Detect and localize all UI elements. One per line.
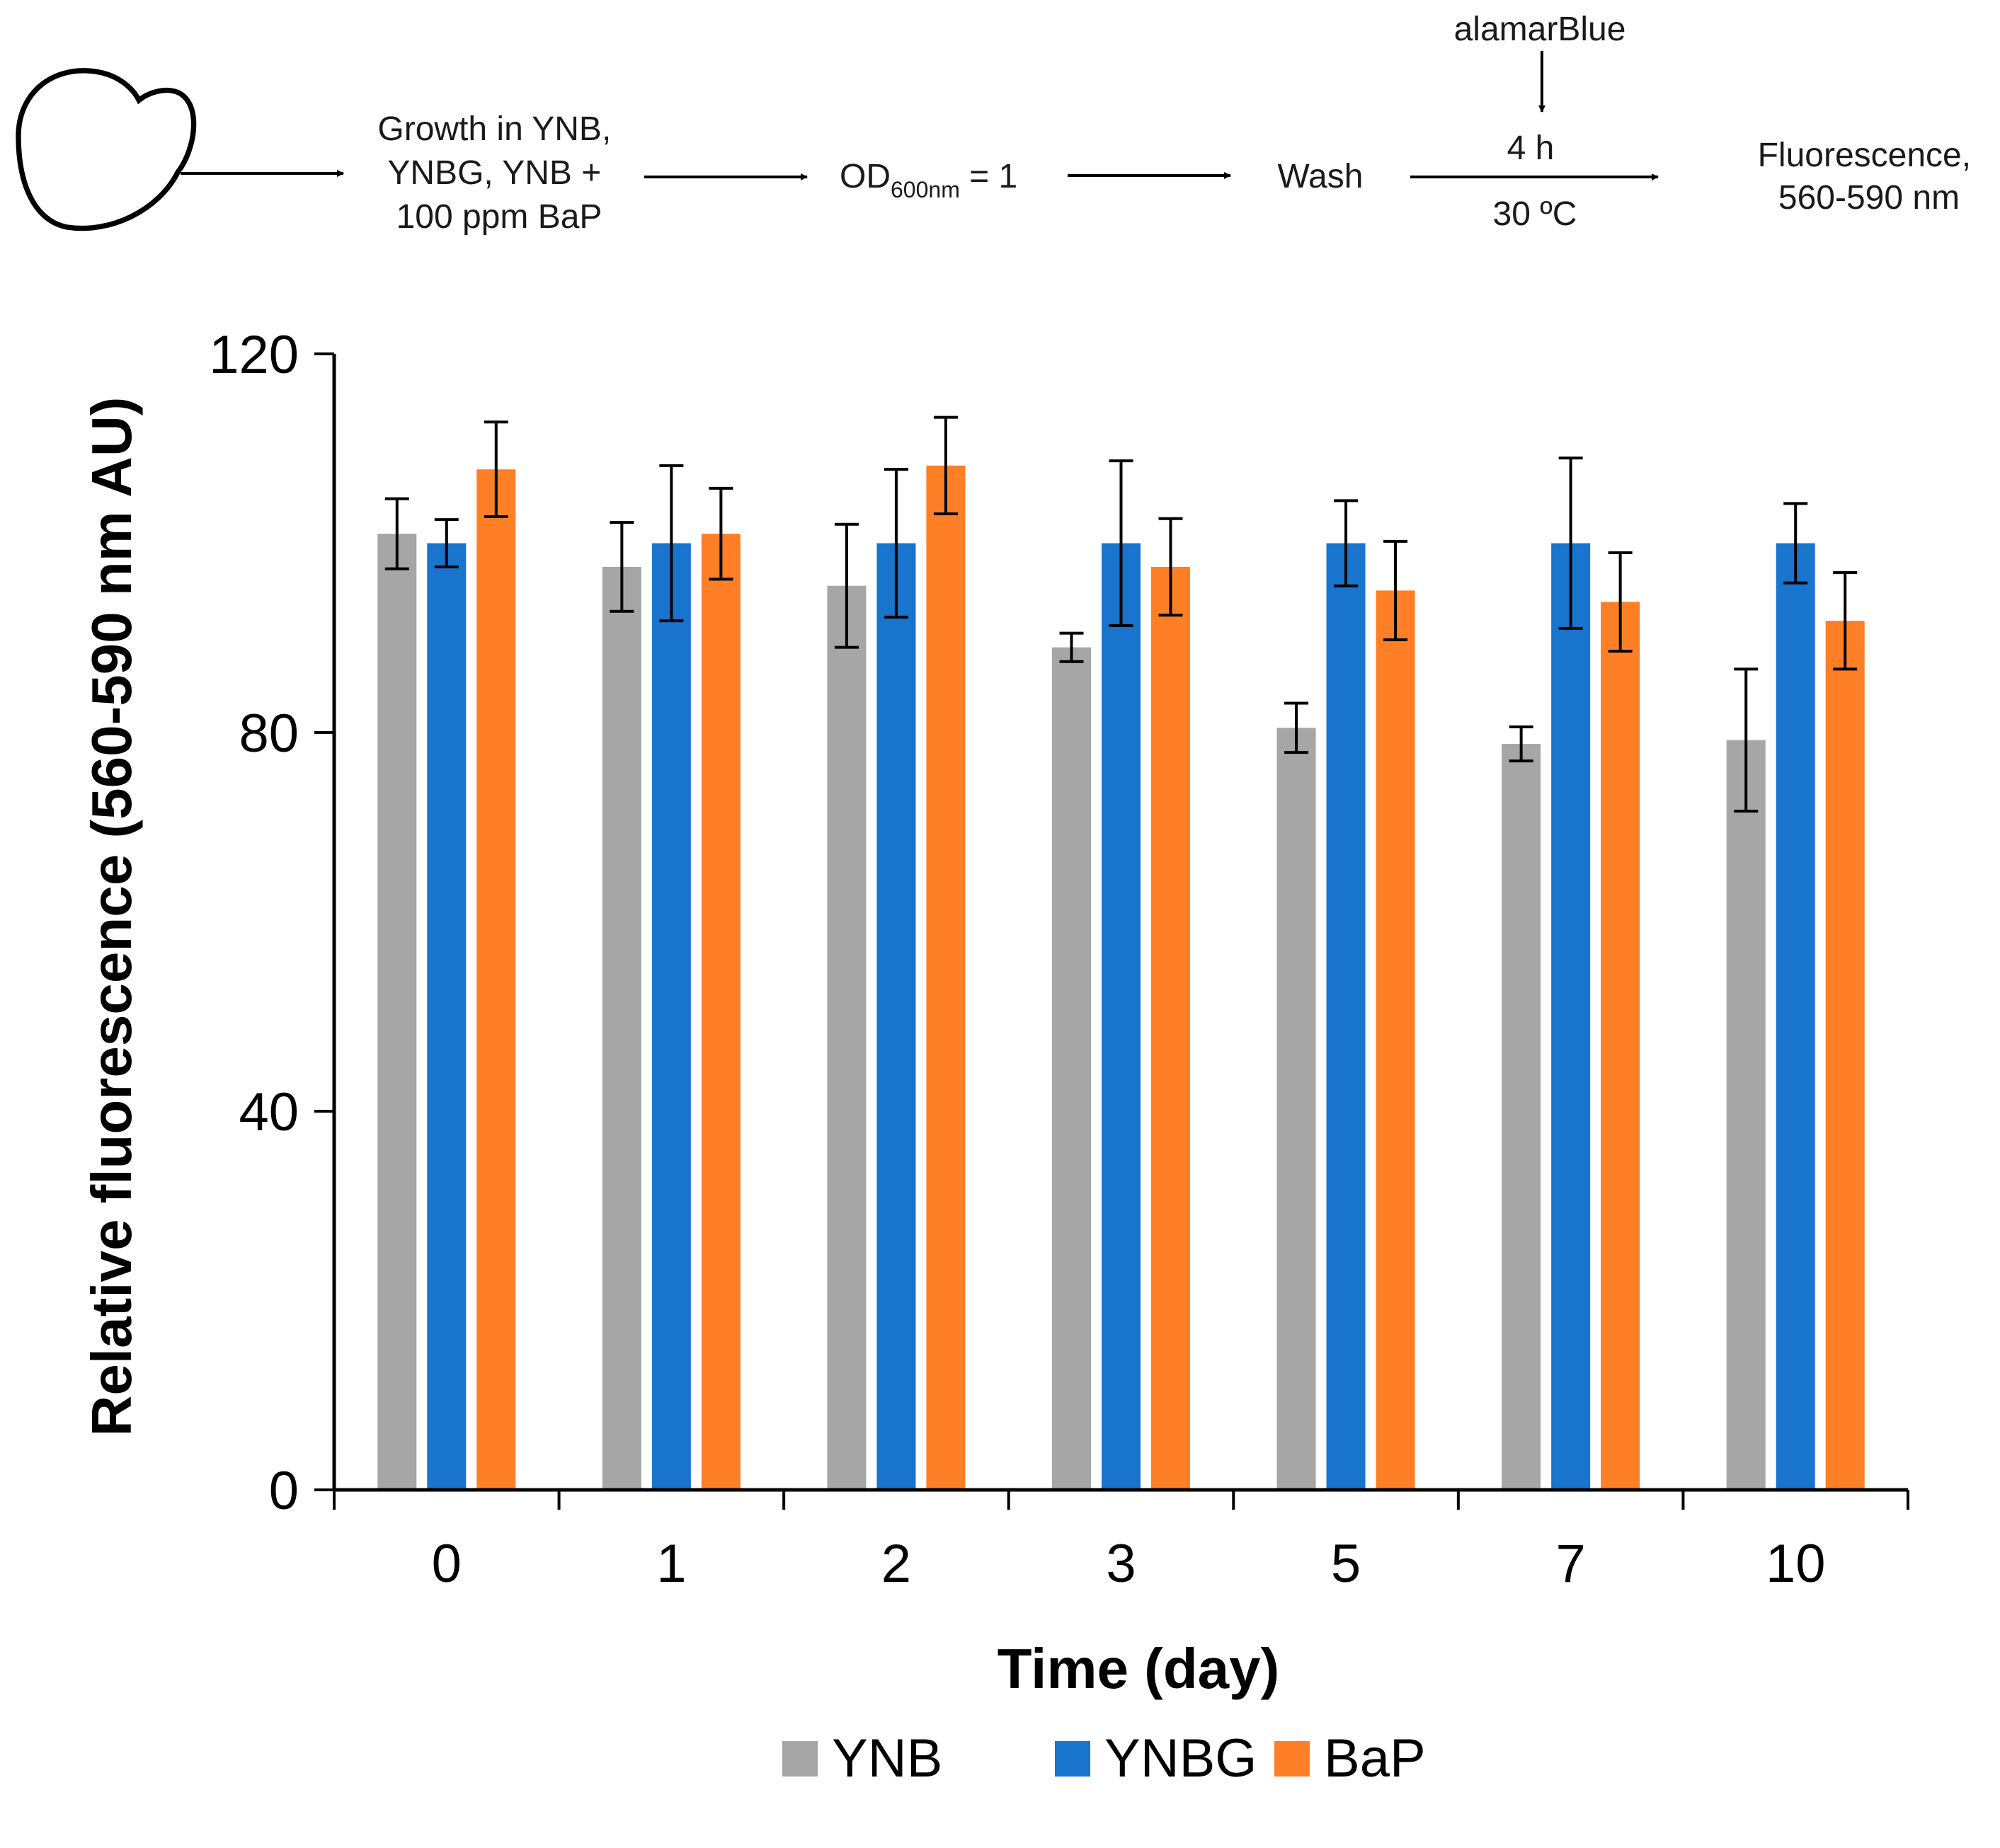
step-od-label: OD600nm = 1 bbox=[840, 158, 1017, 202]
bars-group bbox=[377, 465, 1865, 1491]
error-bar-bap-day-1 bbox=[709, 486, 733, 581]
legend-item-bap: BaP bbox=[1274, 1728, 1426, 1789]
bar-bap-day-10 bbox=[1825, 621, 1865, 1490]
error-bar-ynbg-day-2 bbox=[884, 468, 908, 619]
error-bar-ynb-day-7 bbox=[1509, 725, 1533, 763]
bar-ynb-day-7 bbox=[1502, 744, 1541, 1490]
error-bar-ynbg-day-1 bbox=[659, 464, 684, 623]
bar-ynb-day-3 bbox=[1052, 647, 1091, 1490]
bar-ynbg-day-2 bbox=[876, 543, 916, 1490]
y-axis-title: Relative fluorescence (560-590 nm AU) bbox=[80, 397, 143, 1437]
y-tick-label: 120 bbox=[209, 325, 299, 385]
incubation-temp-label: 30 ºC bbox=[1493, 195, 1577, 233]
x-ticks-group: 0 1 2 3 5 7 10 bbox=[333, 1490, 1909, 1594]
y-tick-label: 80 bbox=[239, 704, 299, 764]
error-bar-bap-day-5 bbox=[1383, 539, 1408, 641]
workflow-diagram: Growth in YNB, YNBG, YNB + 100 ppm BaP O… bbox=[16, 11, 1981, 236]
legend: YNB YNBG BaP bbox=[782, 1728, 1426, 1789]
x-tick-label: 3 bbox=[1106, 1534, 1136, 1594]
bar-ynb-day-1 bbox=[602, 566, 641, 1490]
bar-bap-day-0 bbox=[476, 469, 516, 1490]
bar-ynb-day-5 bbox=[1276, 728, 1316, 1490]
legend-item-ynbg: YNBG bbox=[1055, 1728, 1257, 1789]
bar-ynbg-day-10 bbox=[1776, 543, 1815, 1490]
legend-item-ynb: YNB bbox=[782, 1728, 942, 1789]
error-bar-bap-day-10 bbox=[1833, 570, 1858, 671]
error-bar-bap-day-2 bbox=[933, 415, 958, 516]
bar-ynbg-day-7 bbox=[1551, 543, 1591, 1490]
reagent-label: alamarBlue bbox=[1454, 11, 1626, 48]
error-bar-ynbg-day-10 bbox=[1783, 502, 1808, 585]
bar-chart: 0 40 80 120 0 1 2 3 5 7 10 Relative fluorescence … bbox=[80, 325, 1909, 1789]
x-axis-title: Time (day) bbox=[998, 1637, 1280, 1700]
y-tick-label: 40 bbox=[239, 1082, 299, 1142]
bar-bap-day-2 bbox=[926, 465, 966, 1491]
bar-ynbg-day-1 bbox=[651, 543, 691, 1490]
incubation-time-label: 4 h bbox=[1507, 130, 1555, 167]
error-bar-ynb-day-10 bbox=[1734, 667, 1759, 813]
error-bar-ynbg-day-0 bbox=[434, 518, 459, 568]
legend-swatch bbox=[1274, 1741, 1310, 1777]
x-tick-label: 10 bbox=[1766, 1534, 1826, 1594]
yeast-cell-icon bbox=[16, 68, 197, 231]
error-bar-ynb-day-1 bbox=[610, 521, 634, 613]
error-bar-bap-day-0 bbox=[484, 420, 508, 519]
bar-ynb-day-2 bbox=[827, 585, 867, 1490]
error-bar-bap-day-3 bbox=[1158, 517, 1183, 617]
x-tick-label: 1 bbox=[656, 1534, 686, 1594]
bar-ynbg-day-3 bbox=[1102, 543, 1141, 1490]
error-bars-group bbox=[384, 415, 1858, 813]
x-tick-label: 5 bbox=[1331, 1534, 1361, 1594]
legend-label: YNB bbox=[832, 1728, 942, 1789]
legend-label: YNBG bbox=[1104, 1728, 1257, 1789]
bar-bap-day-1 bbox=[701, 534, 741, 1490]
legend-swatch bbox=[1055, 1741, 1090, 1777]
bar-ynb-day-0 bbox=[377, 534, 417, 1490]
y-tick-label: 0 bbox=[269, 1461, 299, 1521]
error-bar-ynb-day-3 bbox=[1059, 631, 1084, 663]
x-tick-label: 7 bbox=[1556, 1534, 1586, 1594]
legend-label: BaP bbox=[1324, 1728, 1426, 1789]
x-tick-label: 2 bbox=[881, 1534, 911, 1594]
legend-swatch bbox=[782, 1741, 818, 1777]
x-tick-label: 0 bbox=[432, 1534, 462, 1594]
bar-bap-day-5 bbox=[1376, 590, 1415, 1490]
step-wash-label: Wash bbox=[1278, 158, 1364, 195]
y-ticks-group: 0 40 80 120 bbox=[209, 325, 334, 1521]
step-growth-label: Growth in YNB, YNBG, YNB + 100 ppm BaP bbox=[377, 110, 620, 236]
bar-ynbg-day-0 bbox=[427, 543, 467, 1490]
error-bar-bap-day-7 bbox=[1608, 551, 1633, 653]
bar-ynb-day-10 bbox=[1726, 740, 1766, 1490]
error-bar-ynbg-day-3 bbox=[1109, 459, 1133, 627]
error-bar-ynb-day-0 bbox=[384, 497, 409, 570]
error-bar-ynb-day-5 bbox=[1284, 701, 1309, 754]
step-readout-label: Fluorescence, 560-590 nm bbox=[1758, 137, 1981, 217]
bar-bap-day-7 bbox=[1601, 602, 1640, 1490]
error-bar-ynbg-day-5 bbox=[1334, 499, 1359, 587]
error-bar-ynbg-day-7 bbox=[1558, 457, 1583, 630]
error-bar-ynb-day-2 bbox=[834, 522, 859, 649]
bar-bap-day-3 bbox=[1151, 566, 1190, 1490]
bar-ynbg-day-5 bbox=[1326, 543, 1366, 1490]
